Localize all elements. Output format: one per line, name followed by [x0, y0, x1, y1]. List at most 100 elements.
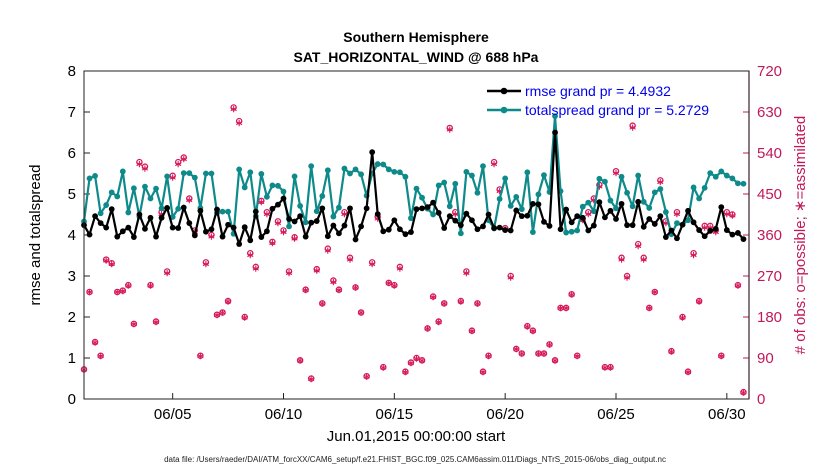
rmse-point — [735, 230, 741, 236]
obs-assimilated-point: * — [153, 318, 160, 333]
obs-assimilated-point: * — [541, 350, 548, 365]
rmse-point — [546, 223, 553, 229]
obs-possible-point — [357, 309, 365, 316]
plot-frame — [83, 70, 750, 400]
spread-point — [651, 189, 658, 196]
rmse-point — [529, 200, 536, 207]
obs-assimilated-point: * — [169, 173, 176, 188]
rmse-point — [297, 213, 304, 220]
rmse-point — [585, 227, 592, 234]
obs-possible-point — [346, 254, 354, 262]
obs-assimilated-point: * — [529, 327, 536, 342]
obs-assimilated-point: * — [252, 265, 259, 280]
spread-point — [191, 174, 198, 181]
rmse-point — [402, 231, 409, 238]
obs-possible-point — [152, 318, 160, 325]
obs-assimilated-point: * — [424, 325, 431, 340]
spread-point — [180, 170, 187, 176]
rmse-point — [252, 208, 259, 215]
obs-assimilated-point: * — [341, 210, 348, 225]
y-right-tick-label: 360 — [757, 227, 782, 244]
y-right-tick-label: 720 — [757, 63, 782, 80]
rmse-point — [347, 205, 353, 212]
obs-possible-point — [684, 368, 692, 375]
obs-assimilated-point: * — [275, 219, 282, 234]
rmse-point — [363, 205, 370, 212]
obs-possible-point — [718, 352, 725, 359]
obs-possible-point — [324, 245, 332, 252]
spread-point — [474, 189, 481, 196]
rmse-point — [142, 225, 148, 232]
y-right-tick-label: 0 — [757, 391, 765, 408]
spread-point — [613, 205, 619, 212]
spread-point — [507, 202, 514, 209]
obs-assimilated-point: * — [313, 266, 320, 281]
rmse-point — [319, 205, 326, 212]
spread-point — [92, 173, 98, 179]
rmse-point — [103, 224, 110, 231]
obs-assimilated-point: * — [668, 347, 675, 362]
obs-assimilated-point: * — [729, 212, 736, 227]
rmse-point — [241, 224, 248, 231]
spread-point — [629, 203, 636, 210]
obs-assimilated-point: * — [302, 286, 309, 301]
obs-possible-point — [208, 231, 215, 239]
obs-assimilated-point: * — [469, 327, 476, 342]
obs-assimilated-point: * — [396, 265, 403, 280]
obs-assimilated-point: * — [518, 350, 525, 365]
rmse-point — [92, 213, 98, 220]
spread-point — [413, 185, 420, 192]
rmse-point — [640, 223, 647, 230]
obs-assimilated-point: * — [214, 311, 221, 326]
y-left-tick-label: 4 — [68, 227, 76, 244]
spread-point — [674, 220, 680, 227]
obs-possible-point — [313, 265, 320, 273]
rmse-point — [590, 222, 597, 229]
obs-assimilated-point: * — [147, 281, 154, 296]
obs-possible-point — [435, 318, 442, 325]
obs-possible-point — [429, 293, 437, 300]
obs-possible-point — [213, 311, 221, 318]
obs-possible-point — [623, 272, 631, 280]
spread-point — [241, 184, 248, 191]
x-tick-label: 06/30 — [708, 406, 746, 423]
obs-possible-point — [141, 163, 149, 170]
obs-assimilated-point: * — [103, 256, 110, 271]
rmse-point — [119, 228, 126, 235]
rmse-point — [424, 204, 431, 211]
obs-possible-point — [413, 354, 420, 362]
y-right-tick-label: 630 — [757, 104, 782, 121]
obs-possible-point — [241, 313, 248, 321]
obs-possible-point — [379, 363, 387, 371]
obs-possible-point — [396, 263, 404, 271]
spread-point — [662, 209, 669, 215]
obs-possible-point — [186, 195, 193, 202]
rmse-point — [618, 200, 625, 207]
rmse-point — [662, 234, 669, 240]
obs-possible-point — [180, 154, 187, 161]
rmse-point — [130, 234, 137, 240]
obs-possible-point — [463, 268, 470, 275]
obs-assimilated-point: * — [613, 169, 620, 184]
obs-assimilated-point: * — [457, 297, 464, 312]
obs-possible-point — [147, 281, 154, 289]
rmse-point — [169, 224, 176, 231]
obs-assimilated-point: * — [142, 164, 149, 179]
x-tick-label: 06/05 — [154, 406, 192, 423]
obs-assimilated-point: * — [208, 233, 215, 248]
rmse-point — [723, 227, 730, 233]
rmse-point — [657, 213, 664, 220]
obs-possible-point — [507, 272, 514, 280]
obs-assimilated-point: * — [596, 183, 603, 198]
obs-possible-point — [690, 249, 697, 257]
spread-point — [302, 219, 309, 226]
spread-point — [269, 182, 276, 189]
obs-assimilated-point: * — [646, 304, 653, 319]
obs-assimilated-point: * — [735, 281, 742, 296]
spread-point — [402, 173, 409, 180]
rmse-point — [607, 207, 614, 214]
obs-possible-point — [341, 208, 348, 216]
spread-point — [374, 161, 381, 167]
obs-assimilated-point: * — [374, 214, 381, 229]
rmse-point — [685, 207, 691, 214]
